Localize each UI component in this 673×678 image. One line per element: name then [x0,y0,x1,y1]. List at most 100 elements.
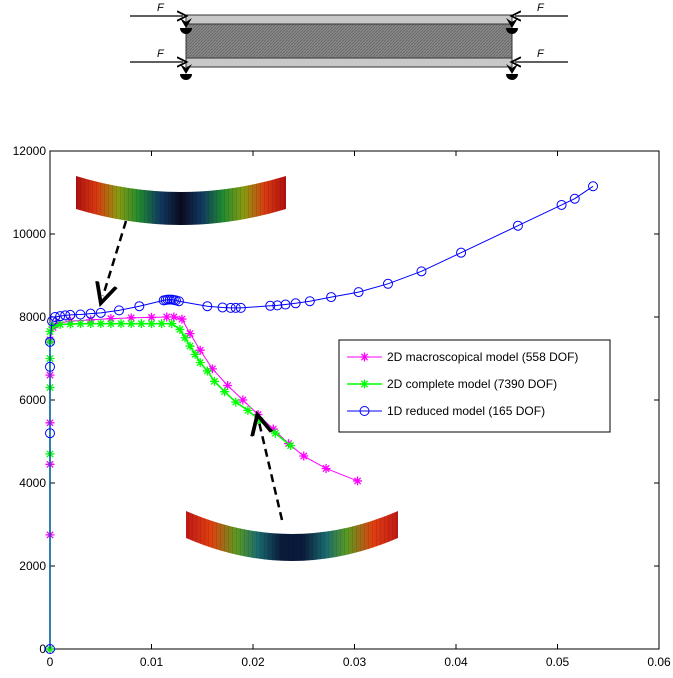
legend-item: 2D macroscopical model (558 DOF) [347,350,578,364]
data-point [360,352,369,362]
data-point [265,300,276,311]
data-point [235,302,246,313]
data-point [304,296,315,307]
data-point [268,424,278,434]
x-tick-label: 0.05 [546,655,570,669]
y-tick-label: 6000 [19,393,46,407]
series-2 [45,319,296,654]
data-point [134,301,145,312]
data-point [299,451,309,461]
deformed-beam-top-mesh [76,176,286,225]
x-tick-label: 0.03 [343,655,367,669]
data-point [359,406,370,416]
series-3 [45,181,599,654]
data-point [202,366,212,376]
plot-area: 0 0.01 0.02 0.03 0.04 0.05 0.06 0 2000 4000 6000 80… [13,144,671,669]
x-tick-label: 0.06 [647,655,671,669]
y-tick-label: 12000 [13,144,47,158]
data-point [272,300,283,311]
data-point [326,292,337,303]
data-point [75,319,85,329]
data-point [353,476,363,486]
data-point [55,311,66,322]
data-point [190,349,200,359]
deformed-beam-bottom-mesh [186,511,398,561]
y-tick-label: 4000 [19,476,46,490]
data-point [207,364,217,374]
force-label-bottom-right: F [537,48,545,60]
legend-item: 1D reduced model (165 DOF) [347,404,545,418]
data-point [96,319,106,329]
beam-schematic: F F F F [130,2,568,80]
legend-label: 2D complete model (7390 DOF) [387,377,557,391]
data-point [225,302,236,313]
data-point [169,312,179,322]
data-point [45,327,55,337]
data-point [209,376,219,386]
y-tick-label: 10000 [13,227,47,241]
data-point [45,644,55,654]
data-point [116,319,126,329]
data-point [167,319,177,329]
y-tick-label: 2000 [19,559,46,573]
axis-ticks: 0 0.01 0.02 0.03 0.04 0.05 0.06 0 2000 4000 6000 80… [13,144,671,669]
legend-label: 2D macroscopical model (558 DOF) [387,350,578,364]
data-point [45,336,55,347]
x-tick-label: 0 [47,655,54,669]
legend-box [338,339,611,433]
data-point [45,428,55,439]
data-point [162,312,172,322]
data-point [569,193,580,204]
data-point [106,314,116,324]
data-point [290,298,301,309]
data-point [286,441,296,451]
data-point [55,319,65,329]
data-point [253,410,263,420]
data-point [85,308,96,319]
data-point [243,405,253,415]
data-point [195,345,205,355]
data-point [353,287,364,298]
data-point [180,333,190,343]
data-point [50,312,61,322]
data-point [556,199,567,210]
force-label-bottom-left: F [157,48,165,60]
x-tick-label: 0.01 [140,655,164,669]
data-point [185,329,195,339]
data-point [126,313,136,323]
data-point [173,296,184,307]
y-tick-label: 0 [39,642,46,656]
data-point [147,312,156,322]
data-point [280,299,291,310]
data-point [512,220,523,231]
right-support-top-icon [506,18,518,34]
pointer-arrow-top [103,220,128,296]
data-point [588,181,599,192]
data-point [75,309,86,320]
data-point [136,319,146,329]
legend-item: 2D complete model (7390 DOF) [347,377,557,391]
data-point [175,324,185,334]
data-point [177,314,187,324]
x-tick-label: 0.04 [444,655,468,669]
left-support-bottom-icon [180,64,192,80]
data-point [360,379,369,389]
data-point [223,380,233,390]
x-tick-label: 0.02 [241,655,265,669]
legend-label: 1D reduced model (165 DOF) [387,404,545,418]
data-point [65,309,76,320]
pointer-arrow-bottom [259,422,284,521]
legend-items: 2D macroscopical model (558 DOF) 2D compl… [347,350,578,418]
legend: 2D macroscopical model (558 DOF) 2D compl… [338,339,611,433]
data-point [238,395,248,405]
data-point [86,319,96,329]
data-point [202,301,213,312]
data-point [114,305,125,316]
data-point [321,463,331,473]
data-point [95,307,106,318]
data-point [65,319,75,329]
data-point [48,321,58,331]
data-point [157,319,167,329]
data-point [382,278,393,289]
